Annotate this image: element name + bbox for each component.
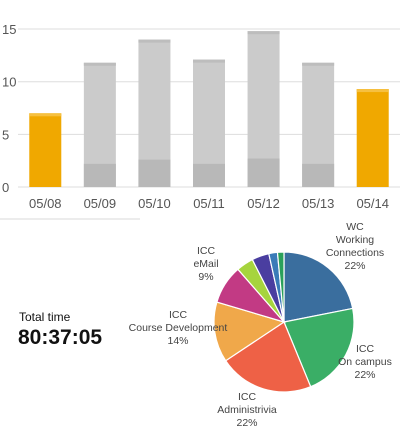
pie-slice[interactable]	[283, 307, 355, 388]
total-time-value: 80:37:05	[18, 326, 103, 349]
pie-label: ICC	[169, 309, 188, 321]
pie-label: eMail	[193, 258, 218, 270]
x-tick-label: 05/12	[247, 196, 280, 211]
pie-slice[interactable]	[276, 251, 285, 323]
x-tick-label: 05/10	[138, 196, 171, 211]
pie-label: 9%	[198, 271, 213, 283]
x-tick-label: 05/09	[84, 196, 117, 211]
pie-slice[interactable]	[224, 321, 312, 393]
bar-05-08[interactable]	[29, 113, 62, 187]
divider	[0, 218, 140, 220]
y-tick-label: 0	[2, 180, 9, 195]
bar-lower-segment	[193, 163, 225, 187]
pie-label: 22%	[344, 260, 365, 272]
bar-cap	[356, 89, 389, 93]
bar-cap	[302, 62, 335, 66]
bar-lower-segment	[83, 163, 116, 187]
bar-cap	[138, 39, 171, 43]
pie-label: Course Development	[129, 322, 228, 334]
x-tick-label: 05/13	[302, 196, 335, 211]
x-tick-label: 05/11	[193, 196, 225, 211]
pie-slice[interactable]	[213, 301, 286, 362]
pie-label: WC	[346, 221, 364, 233]
bar-05-14[interactable]	[356, 89, 389, 187]
x-tick-label: 05/14	[356, 196, 389, 211]
pie-label: On campus	[338, 356, 392, 368]
x-tick-label: 05/08	[29, 196, 62, 211]
pie-label: Administrivia	[217, 404, 277, 416]
pie-label: 22%	[354, 369, 375, 381]
pie-label: 14%	[167, 335, 188, 347]
pie-label: ICC	[238, 391, 257, 403]
bar-cap	[83, 62, 116, 66]
bar-lower-segment	[302, 163, 335, 187]
y-tick-label: 5	[2, 127, 9, 142]
y-tick-label: 15	[2, 22, 16, 37]
pie-label: Working	[336, 234, 374, 246]
bar-cap	[193, 59, 225, 63]
bar-cap	[247, 31, 280, 35]
y-tick-label: 10	[2, 75, 16, 90]
bar-cap	[29, 113, 62, 117]
pie-label: 22%	[236, 417, 257, 429]
daily-time-bar-chart: 0 5 10 15 05/08 05/09 05/10 05/11 05/12 05/13 05/1…	[2, 22, 400, 211]
pie-label: ICC	[356, 343, 375, 355]
total-time-label: Total time	[19, 310, 71, 324]
bar-lower-segment	[138, 159, 171, 187]
bar-lower-segment	[247, 158, 280, 187]
pie-label: Connections	[326, 247, 384, 259]
pie-slice[interactable]	[283, 251, 354, 323]
pie-label: ICC	[197, 245, 216, 257]
